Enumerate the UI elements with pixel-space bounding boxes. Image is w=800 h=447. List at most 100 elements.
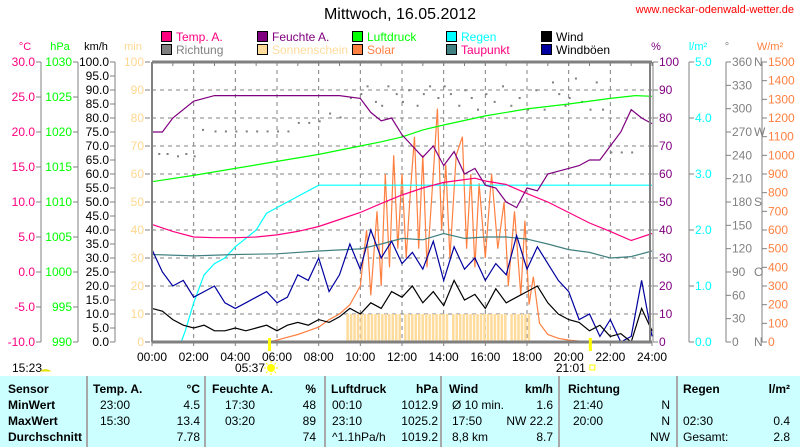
- direction-tick-label: 300: [732, 102, 752, 116]
- x-tick-label: 02:00: [179, 350, 209, 364]
- solar-tick-label: 1400: [768, 74, 795, 88]
- sunshine-bar: [407, 314, 411, 342]
- temp-tick-label: 15.0: [12, 160, 36, 174]
- direction-dot: [458, 104, 461, 107]
- series-taupunkt: [151, 232, 653, 259]
- direction-dot: [527, 108, 529, 111]
- direction-tick-label: 240: [732, 148, 752, 162]
- wind-tick-label: 70.0: [86, 139, 110, 153]
- series-solar: [152, 108, 652, 343]
- header-direction: Richtung: [568, 382, 620, 396]
- cell-press-v: 1012.9: [401, 398, 438, 412]
- legend-swatch: [161, 31, 172, 42]
- legend-label: Solar: [367, 43, 396, 57]
- direction-dot: [202, 128, 204, 131]
- direction-tick-label: 30: [732, 312, 746, 326]
- sunshine-bar: [353, 314, 356, 342]
- compass-label: S: [754, 195, 762, 209]
- direction-dot: [602, 108, 604, 111]
- direction-dot: [266, 130, 269, 133]
- rain-tick-label: 3.0: [695, 167, 712, 181]
- moon-icon: [39, 369, 52, 372]
- pressure-unit-label: hPa: [50, 41, 70, 53]
- sun-ray: [274, 371, 277, 374]
- direction-dot: [422, 93, 425, 96]
- direction-dot: [308, 121, 311, 124]
- column-divider: [324, 376, 326, 447]
- sun-ray: [274, 362, 277, 365]
- x-tick-label: 14:00: [429, 350, 459, 364]
- legend-label: Taupunkt: [461, 43, 510, 57]
- rain-tick-label: 5.0: [695, 55, 712, 69]
- cell-dir-v: N: [661, 414, 670, 428]
- sun-tick-label: 50: [131, 195, 145, 209]
- legend-label: Temp. A.: [176, 30, 223, 44]
- cell-rain-v: 2.8: [773, 430, 790, 444]
- sunshine-bar: [438, 314, 442, 342]
- direction-unit-label: °: [725, 41, 729, 53]
- weather-chart: -10.0-5.00.05.010.015.020.025.030.0°C990…: [8, 41, 795, 375]
- sunshine-bar: [513, 314, 517, 342]
- sun-tick-label: 20: [131, 279, 145, 293]
- sunshine-bar: [391, 314, 395, 342]
- direction-dot: [318, 120, 321, 123]
- pressure-tick-label: 1015: [45, 160, 72, 174]
- direction-dot: [224, 130, 227, 133]
- direction-dot: [485, 93, 488, 96]
- sun-ray: [265, 362, 268, 365]
- direction-tick-label: 150: [732, 218, 752, 232]
- direction-dot: [564, 104, 567, 107]
- humidity-tick-label: 90: [659, 83, 673, 97]
- direction-dot: [568, 97, 571, 99]
- humidity-tick-label: 50: [659, 195, 673, 209]
- series-windböen: [151, 228, 653, 343]
- legend-label: Windböen: [556, 43, 611, 57]
- cell-hum-t: 17:30: [225, 398, 256, 412]
- sun-tick-label: 90: [131, 83, 145, 97]
- column-divider: [676, 376, 678, 447]
- sunshine-bar: [367, 314, 370, 342]
- pressure-tick-label: 1020: [45, 125, 72, 139]
- sunshine-bar: [374, 314, 377, 342]
- solar-tick-label: 900: [768, 167, 788, 181]
- legend-label: Sonnenschein: [272, 43, 349, 57]
- cell-press-v: 1019.2: [401, 430, 438, 444]
- solar-tick-label: 300: [768, 279, 788, 293]
- sunshine-bar: [388, 314, 391, 342]
- header-humidity: Feuchte A.: [212, 382, 273, 396]
- direction-dot: [552, 81, 554, 84]
- wind-tick-label: 80.0: [86, 111, 110, 125]
- temp-tick-label: 30.0: [12, 55, 36, 69]
- sunshine-bar: [462, 314, 465, 342]
- legend-swatch: [257, 44, 268, 55]
- sun-tick-label: 0: [137, 335, 144, 349]
- wind-tick-label: 5.0: [92, 321, 109, 335]
- direction-dot: [360, 93, 363, 96]
- legend-swatch: [352, 31, 363, 42]
- sunshine-bar: [469, 314, 472, 342]
- sunshine-bar: [483, 314, 486, 342]
- series-luftdruck: [151, 94, 653, 183]
- site-url[interactable]: www.neckar-odenwald-wetter.de: [635, 4, 794, 16]
- direction-dot: [610, 151, 613, 154]
- sunshine-bar: [414, 314, 417, 342]
- cell-rain-t: Gesamt:: [683, 430, 729, 444]
- column-divider: [440, 376, 442, 447]
- humidity-tick-label: 100: [659, 55, 679, 69]
- humidity-tick-label: 40: [659, 223, 673, 237]
- sun-tick-label: 40: [131, 223, 145, 237]
- direction-dot: [177, 155, 179, 158]
- legend-label: Feuchte A.: [272, 30, 330, 44]
- humidity-tick-label: 80: [659, 111, 673, 125]
- rain-tick-label: 0.0: [695, 335, 712, 349]
- solar-tick-label: 800: [768, 186, 788, 200]
- direction-dot: [518, 97, 521, 99]
- sun-unit-label: min: [124, 41, 142, 53]
- humidity-tick-label: 20: [659, 279, 673, 293]
- wind-tick-label: 65.0: [86, 153, 110, 167]
- humidity-tick-label: 0: [659, 335, 666, 349]
- rain-tick-label: 1.0: [695, 279, 712, 293]
- rain-tick-label: 2.0: [695, 223, 712, 237]
- cell-dir-v: NW: [650, 430, 670, 444]
- series-temp-a-: [151, 177, 653, 242]
